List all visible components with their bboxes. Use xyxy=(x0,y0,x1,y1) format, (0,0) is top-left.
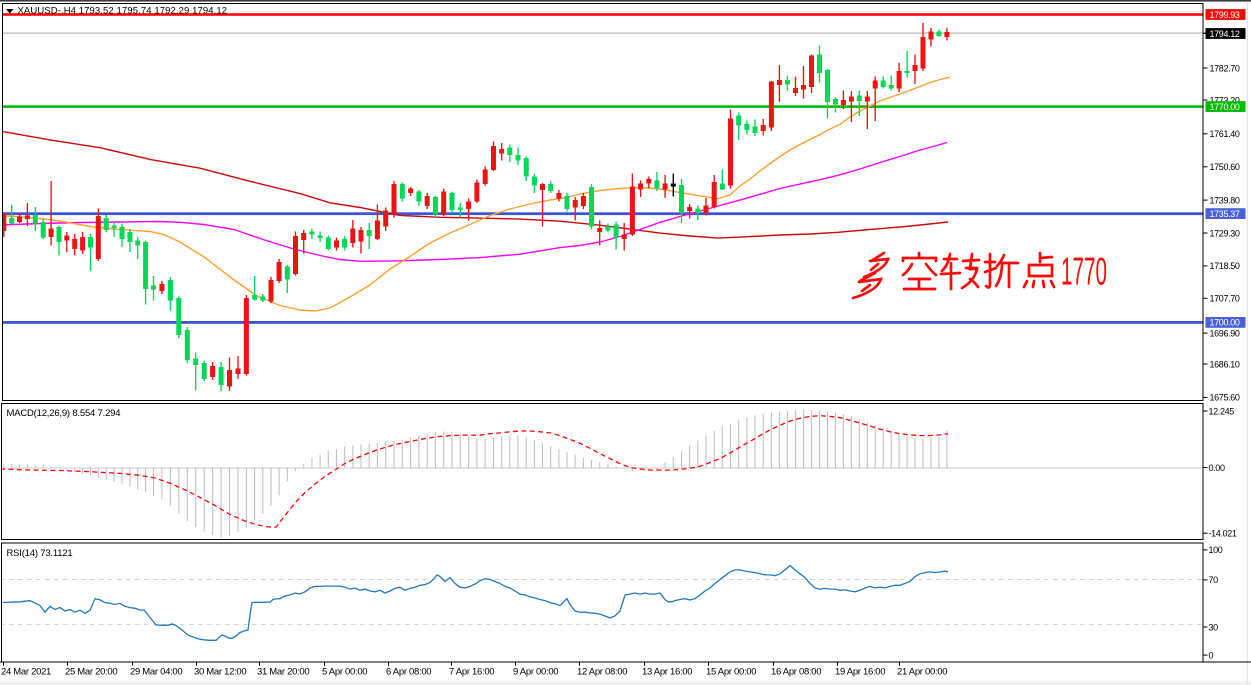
svg-text:RSI(14) 73.1121: RSI(14) 73.1121 xyxy=(7,548,73,559)
svg-text:1782.70: 1782.70 xyxy=(1210,63,1240,73)
svg-text:12.245: 12.245 xyxy=(1209,406,1235,416)
svg-text:1770.00: 1770.00 xyxy=(1210,102,1240,112)
svg-text:-14.021: -14.021 xyxy=(1209,529,1237,539)
svg-text:16 Apr 08:00: 16 Apr 08:00 xyxy=(771,667,821,678)
svg-text:24 Mar 2021: 24 Mar 2021 xyxy=(1,667,51,678)
svg-text:1675.60: 1675.60 xyxy=(1210,393,1240,403)
svg-text:15 Apr 00:00: 15 Apr 00:00 xyxy=(706,667,756,678)
svg-text:30: 30 xyxy=(1209,622,1219,632)
svg-text:0: 0 xyxy=(1209,650,1214,660)
svg-text:13 Apr 16:00: 13 Apr 16:00 xyxy=(642,667,692,678)
svg-text:12 Apr 08:00: 12 Apr 08:00 xyxy=(577,667,627,678)
svg-text:1770: 1770 xyxy=(1061,251,1107,294)
svg-text:1799.93: 1799.93 xyxy=(1210,10,1240,20)
svg-text:XAUUSD-.H4 1793.52 1795.74 179: XAUUSD-.H4 1793.52 1795.74 1792.29 1794.… xyxy=(18,5,228,16)
svg-text:25 Mar 20:00: 25 Mar 20:00 xyxy=(65,667,117,678)
svg-text:1729.30: 1729.30 xyxy=(1210,228,1240,238)
svg-text:21 Apr 00:00: 21 Apr 00:00 xyxy=(897,667,947,678)
svg-text:9 Apr 00:00: 9 Apr 00:00 xyxy=(513,667,558,678)
svg-text:19 Apr 16:00: 19 Apr 16:00 xyxy=(835,667,885,678)
svg-text:1735.37: 1735.37 xyxy=(1210,209,1240,219)
svg-text:1773.20: 1773.20 xyxy=(1210,95,1240,105)
svg-text:1707.70: 1707.70 xyxy=(1210,294,1240,304)
svg-text:1761.40: 1761.40 xyxy=(1210,129,1240,139)
svg-text:1750.60: 1750.60 xyxy=(1210,162,1240,172)
svg-text:1718.50: 1718.50 xyxy=(1210,261,1240,271)
svg-text:100: 100 xyxy=(1209,545,1223,555)
svg-text:1739.80: 1739.80 xyxy=(1210,195,1240,205)
svg-text:MACD(12,26,9) 8.554 7.294: MACD(12,26,9) 8.554 7.294 xyxy=(7,408,121,419)
svg-text:7 Apr 16:00: 7 Apr 16:00 xyxy=(449,667,494,678)
svg-text:1700.00: 1700.00 xyxy=(1210,318,1240,328)
svg-text:29 Mar 04:00: 29 Mar 04:00 xyxy=(130,667,182,678)
svg-text:30 Mar 12:00: 30 Mar 12:00 xyxy=(194,667,246,678)
svg-text:5 Apr 00:00: 5 Apr 00:00 xyxy=(322,667,367,678)
svg-text:31 Mar 20:00: 31 Mar 20:00 xyxy=(257,667,309,678)
svg-text:1696.90: 1696.90 xyxy=(1210,328,1240,338)
svg-text:0.00: 0.00 xyxy=(1209,463,1225,473)
svg-text:6 Apr 08:00: 6 Apr 08:00 xyxy=(386,667,431,678)
svg-text:70: 70 xyxy=(1209,575,1219,585)
svg-text:1794.12: 1794.12 xyxy=(1210,29,1240,39)
svg-text:1686.10: 1686.10 xyxy=(1210,359,1240,369)
